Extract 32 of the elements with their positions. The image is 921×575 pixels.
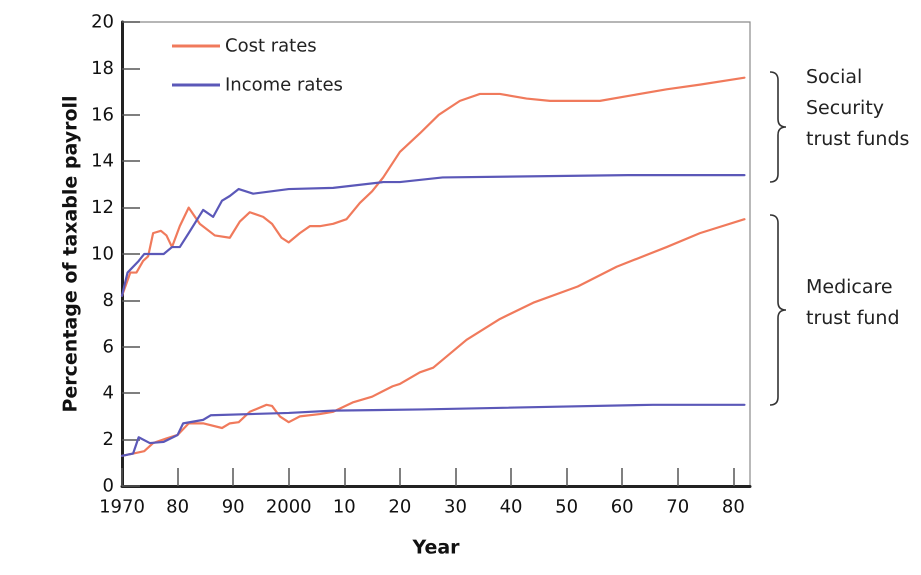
text: Medicare trust fund [806,275,901,331]
line-series [120,76,746,297]
y-tick-label: 8 [102,290,114,311]
line-series [120,404,746,457]
legend-label: Income rates [225,74,343,96]
text: Social Security trust funds [806,65,910,152]
y-tick-label: 2 [102,429,114,450]
y-tick-label: 12 [91,197,114,218]
y-tick-label: 0 [102,476,114,496]
y-tick-label: 18 [91,58,114,79]
x-tick-label: 20 [388,496,412,518]
y-axis-title: Percentage of taxable payroll [60,95,82,413]
x-tick-label: 30 [444,496,467,518]
y-tick-label: 6 [102,336,114,358]
x-axis-title: Year [411,536,460,558]
legend-label: Cost rates [225,36,317,56]
x-tick-label: 70 [666,496,690,518]
x-tick-label: 50 [555,496,578,518]
x-tick-label: 2000 [266,496,312,518]
x-tick-label: 1970 [99,496,145,518]
x-tick-label: 40 [500,496,522,518]
y-tick-label: 16 [91,104,114,126]
x-tick-label: 60 [610,496,634,518]
y-tick-label: 4 [102,382,114,404]
x-tick-label: 10 [332,496,356,518]
x-tick-label: 90 [222,496,245,518]
y-tick-label: 10 [91,244,114,264]
y-tick-label: 20 [91,12,114,32]
x-tick-label: 80 [166,496,190,518]
y-tick-label: 14 [91,150,114,172]
x-tick-label: 80 [722,496,745,518]
line-series [120,174,746,297]
